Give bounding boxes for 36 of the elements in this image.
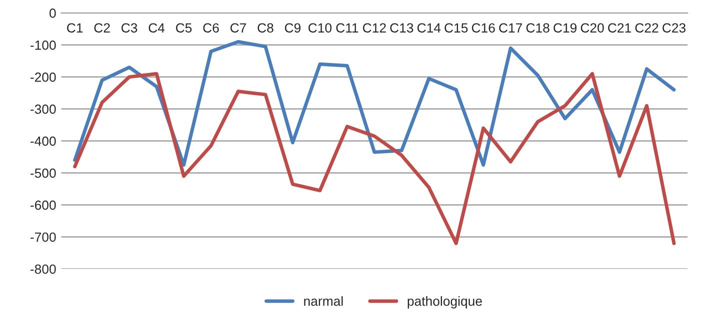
x-tick-label: C13 xyxy=(390,23,414,33)
x-tick-label: C21 xyxy=(608,23,631,33)
x-tick-label: C7 xyxy=(230,23,246,33)
y-tick-label: -600 xyxy=(30,200,56,210)
x-tick-label: C12 xyxy=(362,23,386,33)
x-tick-label: C19 xyxy=(554,23,577,33)
x-tick-label: C10 xyxy=(308,23,332,33)
x-tick-label: C4 xyxy=(148,23,165,33)
x-tick-label: C11 xyxy=(336,23,358,33)
y-tick-label: -800 xyxy=(30,264,56,274)
x-tick-label: C16 xyxy=(472,23,495,33)
x-tick-label: C9 xyxy=(284,23,301,33)
legend-label: pathologique xyxy=(408,296,482,308)
x-tick-label: C23 xyxy=(662,23,686,33)
y-tick-label: -100 xyxy=(30,40,56,50)
y-tick-label: -700 xyxy=(30,232,56,242)
x-tick-label: C18 xyxy=(526,23,550,33)
x-tick-label: C17 xyxy=(499,23,522,33)
x-tick-label: C6 xyxy=(203,23,219,33)
x-tick-label: C22 xyxy=(635,23,658,33)
x-tick-label: C15 xyxy=(444,23,468,33)
y-tick-label: -200 xyxy=(30,72,56,82)
y-tick-label: -400 xyxy=(30,136,56,146)
x-tick-label: C1 xyxy=(67,23,83,33)
x-tick-label: C20 xyxy=(580,23,604,33)
legend-label: narmal xyxy=(304,296,343,306)
x-tick-label: C14 xyxy=(417,23,441,33)
y-tick-label: 0 xyxy=(50,8,56,18)
y-tick-label: -500 xyxy=(30,168,56,178)
x-tick-label: C5 xyxy=(176,23,192,33)
line-series xyxy=(73,72,676,246)
line-series xyxy=(73,40,676,167)
x-tick-label: C8 xyxy=(258,23,274,33)
x-tick-label: C2 xyxy=(94,23,110,33)
x-tick-label: C3 xyxy=(122,23,138,33)
y-tick-label: -300 xyxy=(30,104,56,114)
